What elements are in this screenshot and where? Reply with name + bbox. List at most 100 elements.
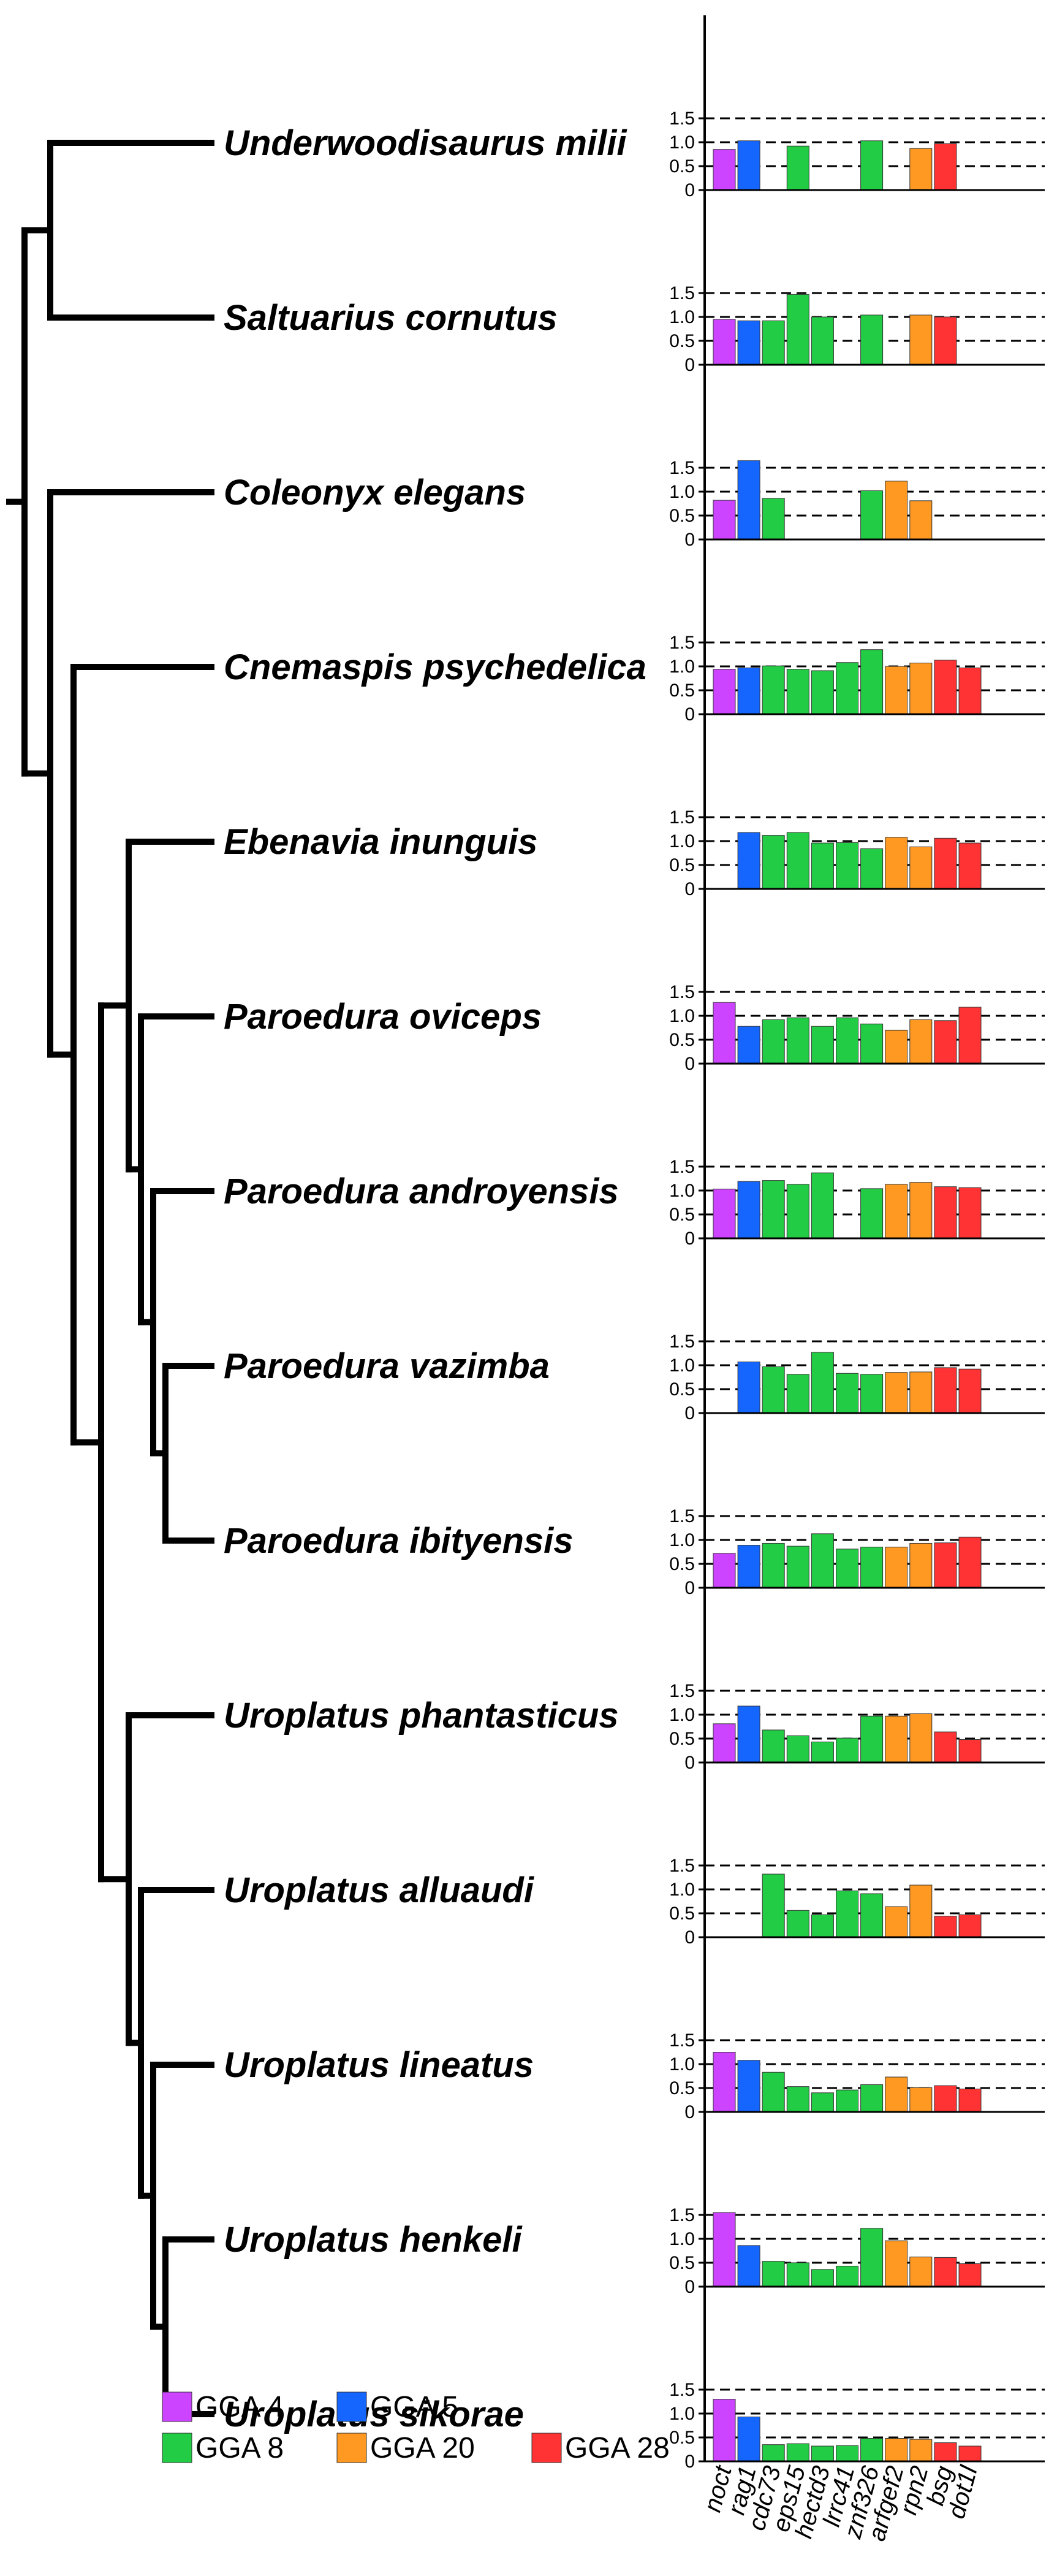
bar-rpn2 xyxy=(909,1019,933,1064)
species-label: Coleonyx elegans xyxy=(224,473,526,513)
bar-rpn2 xyxy=(909,1884,933,1938)
species-label: Paroedura vazimba xyxy=(224,1346,550,1386)
panel-1: 0 0.5 1.0 1.5 xyxy=(669,283,1045,375)
bar-rag1 xyxy=(737,2416,760,2462)
bar-arfgef2 xyxy=(885,1372,908,1414)
panel-4: 0 0.5 1.0 1.5 xyxy=(669,807,1045,899)
legend-label-0: GGA 4 xyxy=(195,2391,284,2423)
y-tick-label: 1.0 xyxy=(669,1181,695,1201)
bar-eps15 xyxy=(786,1910,809,1938)
bar-bsg xyxy=(934,2257,957,2287)
y-tick-label: 0 xyxy=(684,879,695,899)
bar-lrrc41 xyxy=(836,2089,858,2113)
bar-rag1 xyxy=(737,1362,760,1414)
y-tick-label: 1.0 xyxy=(669,1705,695,1725)
species-label: Uroplatus henkeli xyxy=(224,2220,523,2260)
legend-swatch-0 xyxy=(162,2391,192,2422)
bar-rpn2 xyxy=(909,1182,933,1239)
legend-label-1: GGA 5 xyxy=(370,2391,458,2423)
y-tick-label: 1.5 xyxy=(669,458,695,478)
bar-lrrc41 xyxy=(836,1373,858,1414)
y-tick-label: 1.0 xyxy=(669,307,695,327)
bar-rag1 xyxy=(737,667,760,715)
bar-cdc73 xyxy=(762,1873,785,1938)
y-tick-label: 0.5 xyxy=(669,2253,695,2273)
legend: GGA 4 GGA 5 GGA 8 GGA 20 GGA 28 xyxy=(162,2391,670,2464)
species-label: Paroedura ibityensis xyxy=(224,1521,574,1561)
bar-rpn2 xyxy=(909,846,933,890)
panel-5: 0 0.5 1.0 1.5 xyxy=(669,982,1045,1074)
bar-eps15 xyxy=(786,1735,809,1763)
bar-lrrc41 xyxy=(836,1737,858,1763)
bar-dot1l xyxy=(958,1368,982,1414)
bar-cdc73 xyxy=(762,1019,785,1064)
y-tick-label: 0 xyxy=(684,530,695,550)
legend-swatch-4 xyxy=(531,2433,562,2463)
y-tick-label: 1.0 xyxy=(669,831,695,852)
y-tick-label: 0.5 xyxy=(669,156,695,177)
y-tick-label: 0 xyxy=(684,180,695,200)
bar-eps15 xyxy=(786,1017,809,1064)
bar-cdc73 xyxy=(762,498,785,540)
y-tick-label: 1.5 xyxy=(669,1681,695,1701)
bar-rpn2 xyxy=(909,1542,933,1588)
y-tick-label: 1.5 xyxy=(669,1332,695,1352)
y-tick-label: 0 xyxy=(684,2452,695,2472)
y-tick-label: 1.5 xyxy=(669,633,695,653)
bar-arfgef2 xyxy=(885,1715,908,1763)
bar-cdc73 xyxy=(762,1366,785,1414)
bar-rpn2 xyxy=(909,500,933,540)
y-tick-label: 1.0 xyxy=(669,2404,695,2424)
bar-arfgef2 xyxy=(885,1029,908,1064)
bar-arfgef2 xyxy=(885,1184,908,1239)
bar-rpn2 xyxy=(909,148,933,191)
bar-dot1l xyxy=(958,1536,982,1588)
bar-znf326 xyxy=(860,1374,884,1414)
bar-eps15 xyxy=(786,2262,809,2287)
bar-rpn2 xyxy=(909,2257,933,2287)
bar-znf326 xyxy=(860,1547,884,1588)
bar-cdc73 xyxy=(762,2071,785,2113)
bar-hectd3 xyxy=(811,2269,834,2287)
bar-rag1 xyxy=(737,2060,760,2113)
bar-hectd3 xyxy=(811,842,834,890)
bar-eps15 xyxy=(786,2086,809,2113)
y-tick-label: 1.0 xyxy=(669,1355,695,1376)
bar-hectd3 xyxy=(811,1914,834,1938)
bar-rpn2 xyxy=(909,663,933,715)
y-tick-label: 0.5 xyxy=(669,1729,695,1749)
bar-hectd3 xyxy=(811,1741,834,1763)
bar-lrrc41 xyxy=(836,1549,858,1588)
y-tick-label: 1.0 xyxy=(669,2054,695,2075)
bar-hectd3 xyxy=(811,2092,834,2113)
panel-12: 0 0.5 1.0 1.5 xyxy=(669,2205,1045,2297)
bar-rag1 xyxy=(737,1181,760,1239)
y-tick-label: 0.5 xyxy=(669,1030,695,1050)
bar-bsg xyxy=(934,1731,957,1763)
y-tick-label: 0.5 xyxy=(669,1903,695,1924)
bar-cdc73 xyxy=(762,1180,785,1239)
y-tick-label: 0 xyxy=(684,1229,695,1249)
bar-bsg xyxy=(934,1020,957,1064)
y-tick-label: 1.5 xyxy=(669,1157,695,1177)
bar-cdc73 xyxy=(762,1729,785,1763)
y-tick-label: 0 xyxy=(684,355,695,375)
y-tick-label: 1.0 xyxy=(669,1530,695,1550)
bar-znf326 xyxy=(860,649,884,715)
bar-lrrc41 xyxy=(836,2265,858,2287)
y-tick-label: 0 xyxy=(684,1403,695,1423)
bar-lrrc41 xyxy=(836,1017,858,1064)
bar-noct xyxy=(713,149,736,191)
panel-0: 0 0.5 1.0 1.5 xyxy=(669,109,1045,200)
y-tick-label: 0 xyxy=(684,1927,695,1948)
bar-cdc73 xyxy=(762,2444,785,2462)
legend-label-2: GGA 8 xyxy=(195,2432,284,2464)
bar-cdc73 xyxy=(762,1542,785,1588)
bar-bsg xyxy=(934,1916,957,1938)
y-tick-label: 0.5 xyxy=(669,2428,695,2448)
bar-znf326 xyxy=(860,848,884,890)
panel-8: 0 0.5 1.0 1.5 xyxy=(669,1506,1045,1598)
species-label: Uroplatus sikorae xyxy=(224,2395,524,2434)
species-label: Uroplatus alluaudi xyxy=(224,1870,535,1910)
